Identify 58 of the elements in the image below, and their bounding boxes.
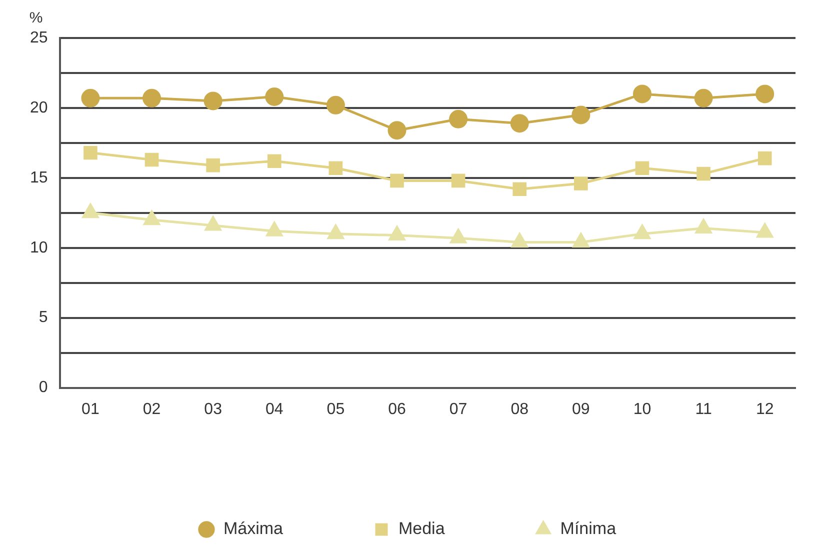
- point: [84, 146, 98, 160]
- y-tick-label: 25: [30, 29, 48, 46]
- point: [634, 224, 650, 240]
- point: [694, 88, 713, 108]
- x-tick-label: 06: [388, 400, 406, 418]
- point: [574, 176, 588, 190]
- point: [388, 226, 406, 241]
- point: [510, 114, 529, 133]
- legend-label: Media: [398, 519, 446, 538]
- point: [206, 158, 220, 172]
- point: [142, 88, 162, 108]
- y-tick-label: 20: [30, 99, 48, 116]
- y-tick-label: 5: [38, 309, 48, 326]
- point: [326, 96, 345, 114]
- point: [328, 224, 344, 240]
- point: [81, 88, 100, 108]
- point: [635, 161, 650, 176]
- legend-label: Máxima: [223, 519, 284, 538]
- point: [451, 174, 466, 188]
- point: [82, 204, 99, 218]
- point: [265, 88, 284, 106]
- x-tick-label: 02: [142, 400, 161, 418]
- point: [511, 233, 528, 248]
- point: [512, 182, 527, 196]
- point: [695, 219, 712, 234]
- x-tick-label: 03: [204, 400, 222, 418]
- legend-label: Mínima: [560, 519, 617, 538]
- point: [572, 233, 590, 248]
- point: [572, 106, 590, 124]
- point: [328, 161, 343, 176]
- point: [696, 166, 710, 181]
- point: [756, 84, 774, 104]
- point: [204, 216, 222, 231]
- point: [756, 223, 774, 238]
- x-tick-label: 10: [633, 400, 652, 418]
- x-tick-label: 04: [265, 400, 284, 418]
- x-tick-label: 09: [572, 400, 590, 418]
- y-tick-label: 0: [38, 379, 48, 396]
- y-tick-label: 15: [30, 169, 48, 186]
- y-axis-title: %: [29, 10, 43, 27]
- point: [267, 154, 282, 168]
- point: [388, 121, 406, 140]
- x-tick-label: 05: [326, 400, 345, 418]
- y-tick-label: 10: [30, 239, 48, 256]
- point: [449, 110, 468, 128]
- point: [204, 92, 222, 110]
- x-tick-label: 11: [695, 400, 712, 418]
- point: [144, 152, 159, 167]
- point: [632, 84, 652, 104]
- point: [450, 228, 466, 244]
- x-tick-label: 08: [510, 400, 529, 418]
- point: [758, 151, 772, 166]
- point: [390, 174, 404, 188]
- x-tick-label: 12: [756, 400, 774, 418]
- point: [144, 210, 160, 226]
- x-tick-label: 01: [82, 400, 100, 418]
- x-tick-label: 07: [449, 400, 468, 418]
- point: [266, 222, 283, 236]
